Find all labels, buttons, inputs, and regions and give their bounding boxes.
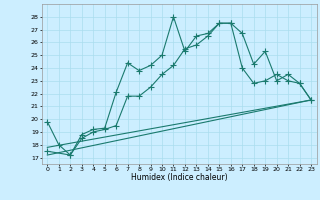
X-axis label: Humidex (Indice chaleur): Humidex (Indice chaleur) <box>131 173 228 182</box>
